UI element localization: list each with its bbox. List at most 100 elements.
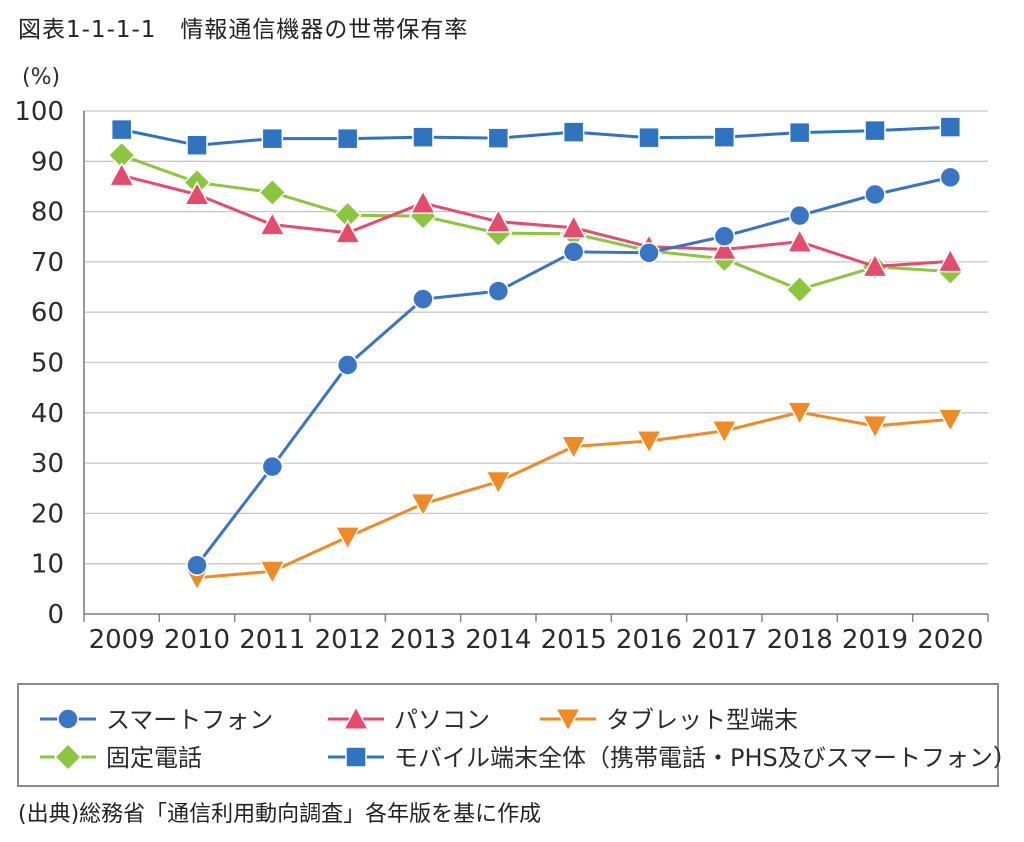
y-tick-label-100: 100 <box>14 97 64 127</box>
data-point-mobile_all-2011 <box>261 127 284 150</box>
grid-lines <box>84 110 988 565</box>
legend-marker-tablet <box>554 708 582 733</box>
legend-item-pc: パソコン <box>328 705 490 734</box>
x-tick-label-2019: 2019 <box>842 625 908 655</box>
data-point-tablet-2016 <box>635 430 663 455</box>
series-line-landline <box>120 153 952 292</box>
y-tick-label-90: 90 <box>31 147 64 177</box>
data-point-tablet-2020 <box>937 408 964 433</box>
legend-label-tablet: タブレット型端末 <box>606 706 798 734</box>
x-tick-label-2015: 2015 <box>541 625 607 655</box>
data-point-pc-2011 <box>259 211 286 236</box>
x-tick-label-2018: 2018 <box>767 625 833 655</box>
data-point-mobile_all-2012 <box>336 127 359 150</box>
x-tick-label-2009: 2009 <box>89 625 155 655</box>
data-point-pc-2015 <box>560 214 587 239</box>
data-point-pc-2010 <box>183 180 211 206</box>
legend-box <box>17 683 999 787</box>
x-tick-label-2011: 2011 <box>239 625 305 655</box>
y-tick-label-60: 60 <box>31 298 64 328</box>
data-point-landline-2018 <box>785 275 814 304</box>
data-point-pc-2014 <box>485 208 512 233</box>
series-landline <box>107 141 965 304</box>
data-point-landline-2011 <box>258 178 287 207</box>
data-point-pc-2012 <box>334 219 361 244</box>
data-point-smartphone-2012 <box>336 354 359 376</box>
data-point-pc-2020 <box>937 247 964 273</box>
series-smartphone <box>186 166 962 576</box>
data-point-pc-2019 <box>861 252 889 278</box>
data-point-tablet-2012 <box>334 526 361 551</box>
data-point-mobile_all-2013 <box>412 126 434 148</box>
data-point-pc-2018 <box>786 228 813 253</box>
x-tick-label-2016: 2016 <box>616 625 682 655</box>
data-point-tablet-2018 <box>786 401 813 426</box>
legend-label-landline: 固定電話 <box>106 744 202 772</box>
data-point-smartphone-2020 <box>939 166 962 189</box>
data-point-smartphone-2010 <box>186 554 208 576</box>
data-point-tablet-2011 <box>259 560 286 585</box>
series-line-pc <box>120 173 952 268</box>
y-tick-label-80: 80 <box>31 198 64 228</box>
data-point-mobile_all-2016 <box>638 126 660 149</box>
page-title: 図表1-1-1-1 情報通信機器の世帯保有率 <box>18 17 469 43</box>
data-point-mobile_all-2019 <box>864 119 886 142</box>
y-tick-label-50: 50 <box>31 349 64 379</box>
data-point-tablet-2014 <box>485 470 512 496</box>
y-tick-label-70: 70 <box>31 248 64 278</box>
legend-marker-landline <box>53 742 83 772</box>
series-group <box>107 116 965 592</box>
data-point-smartphone-2016 <box>638 242 660 264</box>
data-point-mobile_all-2010 <box>186 134 208 156</box>
data-point-pc-2017 <box>711 235 738 261</box>
y-axis-ticks: 0 10 20 30 40 50 60 70 80 90 100 <box>14 97 64 630</box>
legend-marker-smartphone <box>57 708 79 730</box>
data-point-mobile_all-2020 <box>939 116 962 138</box>
series-pc <box>108 161 964 278</box>
y-tick-label-20: 20 <box>31 499 64 529</box>
data-point-mobile_all-2018 <box>788 121 811 144</box>
x-tick-label-2017: 2017 <box>691 625 757 655</box>
x-tick-label-2010: 2010 <box>164 625 230 655</box>
series-line-mobile_all <box>120 125 952 147</box>
legend-item-mobile_all: モバイル端末全体（携帯電話・PHS及びスマートフォン） <box>328 744 1017 772</box>
legend-label-smartphone: スマートフォン <box>106 706 273 734</box>
legend-label-pc: パソコン <box>394 706 490 734</box>
series-tablet <box>183 401 964 592</box>
data-point-smartphone-2011 <box>261 455 284 478</box>
y-tick-label-40: 40 <box>31 399 64 429</box>
x-axis-ticks: 2009 2010 2011 2012 2013 2014 2015 2016 2017 2018… <box>83 614 989 655</box>
legend-item-tablet: タブレット型端末 <box>540 706 798 734</box>
y-tick-label-30: 30 <box>31 449 64 479</box>
legend-label-mobile_all: モバイル端末全体（携帯電話・PHS及びスマートフォン） <box>394 744 1017 772</box>
x-tick-label-2014: 2014 <box>465 625 531 655</box>
series-mobile_all <box>110 116 962 156</box>
y-axis-unit-label: (%) <box>22 65 60 90</box>
legend-marker-mobile_all <box>345 746 367 768</box>
data-point-mobile_all-2009 <box>110 118 133 141</box>
x-tick-label-2013: 2013 <box>390 625 456 655</box>
data-point-pc-2013 <box>409 189 437 214</box>
data-point-smartphone-2019 <box>864 183 886 206</box>
data-point-tablet-2013 <box>409 492 437 518</box>
data-point-smartphone-2013 <box>412 288 434 310</box>
data-point-mobile_all-2014 <box>487 127 510 149</box>
data-point-tablet-2019 <box>861 414 889 440</box>
x-tick-label-2020: 2020 <box>917 625 983 655</box>
data-point-tablet-2015 <box>560 435 587 461</box>
data-point-smartphone-2017 <box>713 225 736 247</box>
data-point-pc-2009 <box>108 161 135 187</box>
y-tick-label-0: 0 <box>47 600 64 630</box>
data-point-mobile_all-2017 <box>713 126 736 148</box>
legend-item-landline: 固定電話 <box>40 742 202 772</box>
data-point-smartphone-2018 <box>788 204 811 227</box>
data-point-smartphone-2015 <box>562 241 585 263</box>
legend-marker-pc <box>342 705 370 730</box>
data-point-tablet-2017 <box>711 419 738 445</box>
data-point-mobile_all-2015 <box>562 121 585 143</box>
y-tick-label-10: 10 <box>31 550 64 580</box>
legend-item-smartphone: スマートフォン <box>40 706 273 734</box>
